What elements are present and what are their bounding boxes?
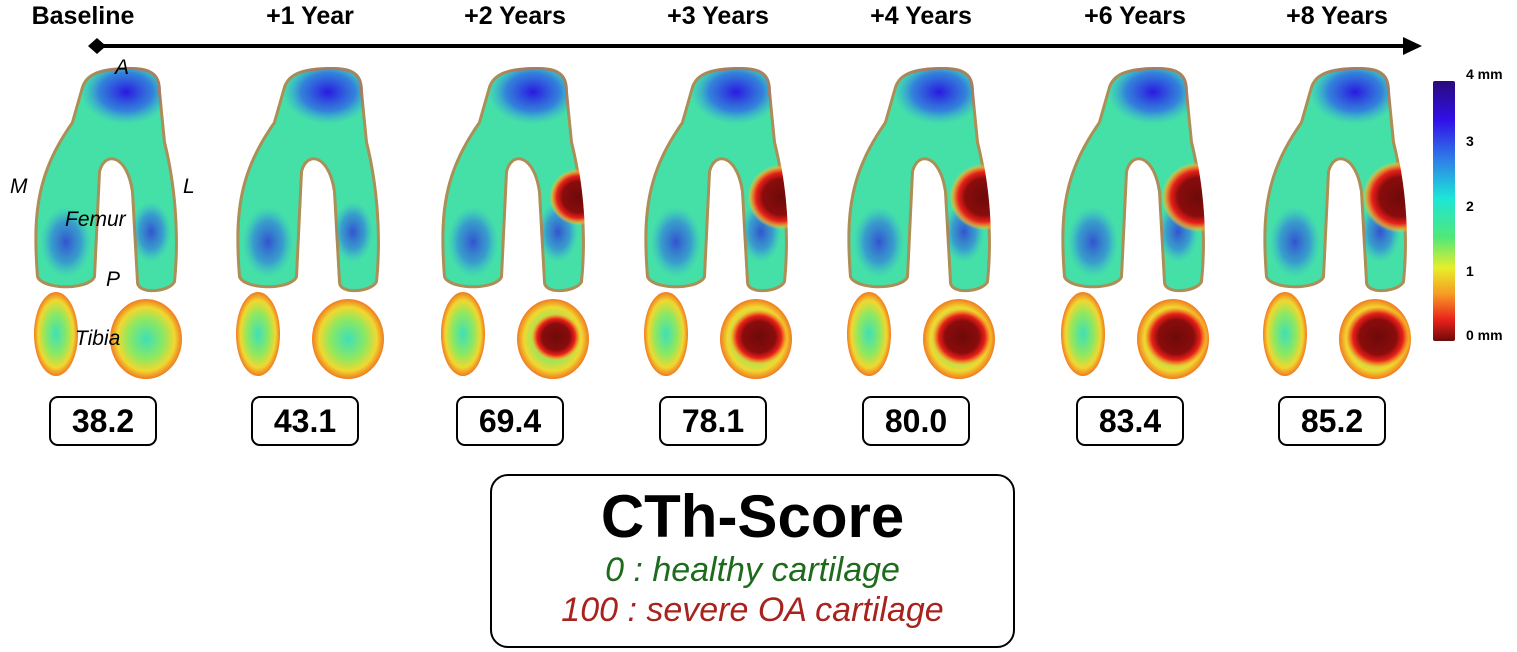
label-tibia: Tibia: [75, 327, 121, 350]
femur-map: [34, 67, 178, 293]
timepoint-label: +2 Years: [464, 2, 566, 30]
tibia-lateral-map: [312, 299, 384, 379]
label-femur: Femur: [65, 208, 126, 231]
legend-healthy: 0 : healthy cartilage: [605, 551, 900, 589]
femur-map: [236, 67, 380, 293]
colorbar-label-2: 2: [1466, 198, 1474, 214]
legend-title: CTh-Score: [600, 483, 905, 550]
tibia-medial-map: [644, 292, 688, 376]
tibia-lateral-map: [1339, 299, 1412, 379]
cth-score-box: 69.4: [456, 396, 564, 446]
panel-4: [847, 67, 995, 379]
timepoint-label: +8 Years: [1286, 2, 1388, 30]
cth-score-box: 85.2: [1278, 396, 1386, 446]
femur-map: [1061, 67, 1205, 293]
colorbar-label-1: 1: [1466, 263, 1474, 279]
legend-severe: 100 : severe OA cartilage: [561, 591, 944, 629]
cth-score-box: 80.0: [862, 396, 970, 446]
label-posterior: P: [106, 268, 121, 291]
cth-score-box: 78.1: [659, 396, 767, 446]
tibia-medial-map: [236, 292, 280, 376]
tibia-lateral-map: [110, 299, 182, 379]
panel-1: [236, 67, 384, 379]
colorbar-label-4: 4 mm: [1466, 66, 1503, 82]
cth-score-box: 83.4: [1076, 396, 1184, 446]
tibia-lateral-map: [923, 299, 995, 379]
cth-score-box: 38.2: [49, 396, 157, 446]
tibia-lateral-map: [1137, 299, 1209, 379]
timeline-arrowhead: [1403, 37, 1422, 55]
tibia-medial-map: [1263, 292, 1307, 376]
tibia-medial-map: [847, 292, 891, 376]
timepoint-label: +3 Years: [667, 2, 769, 30]
colorbar: [1433, 81, 1455, 341]
femur-map: [441, 67, 585, 293]
label-anterior: A: [115, 56, 130, 79]
cth-score-box: 43.1: [251, 396, 359, 446]
tibia-medial-map: [1061, 292, 1105, 376]
timeline-start-diamond: [88, 38, 106, 54]
femur-map: [644, 67, 788, 293]
timepoint-label: +1 Year: [266, 2, 354, 30]
timepoint-label: +6 Years: [1084, 2, 1186, 30]
label-medial: M: [10, 175, 28, 198]
label-lateral: L: [183, 175, 195, 198]
panel-5: [1061, 67, 1209, 379]
tibia-lateral-map: [720, 299, 792, 379]
colorbar-label-3: 3: [1466, 133, 1474, 149]
colorbar-label-0: 0 mm: [1466, 327, 1503, 343]
tibia-lateral-map: [517, 299, 589, 379]
femur-map: [847, 67, 991, 293]
femur-map: [1263, 67, 1407, 293]
timepoint-label: Baseline: [31, 2, 135, 30]
panel-3: [644, 67, 792, 379]
cth-score-legend: CTh-Score 0 : healthy cartilage 100 : se…: [490, 474, 1015, 648]
tibia-medial-map: [441, 292, 485, 376]
tibia-medial-map: [34, 292, 78, 376]
timepoint-label: +4 Years: [870, 2, 972, 30]
panel-6: [1263, 67, 1412, 379]
panel-2: [441, 67, 589, 379]
